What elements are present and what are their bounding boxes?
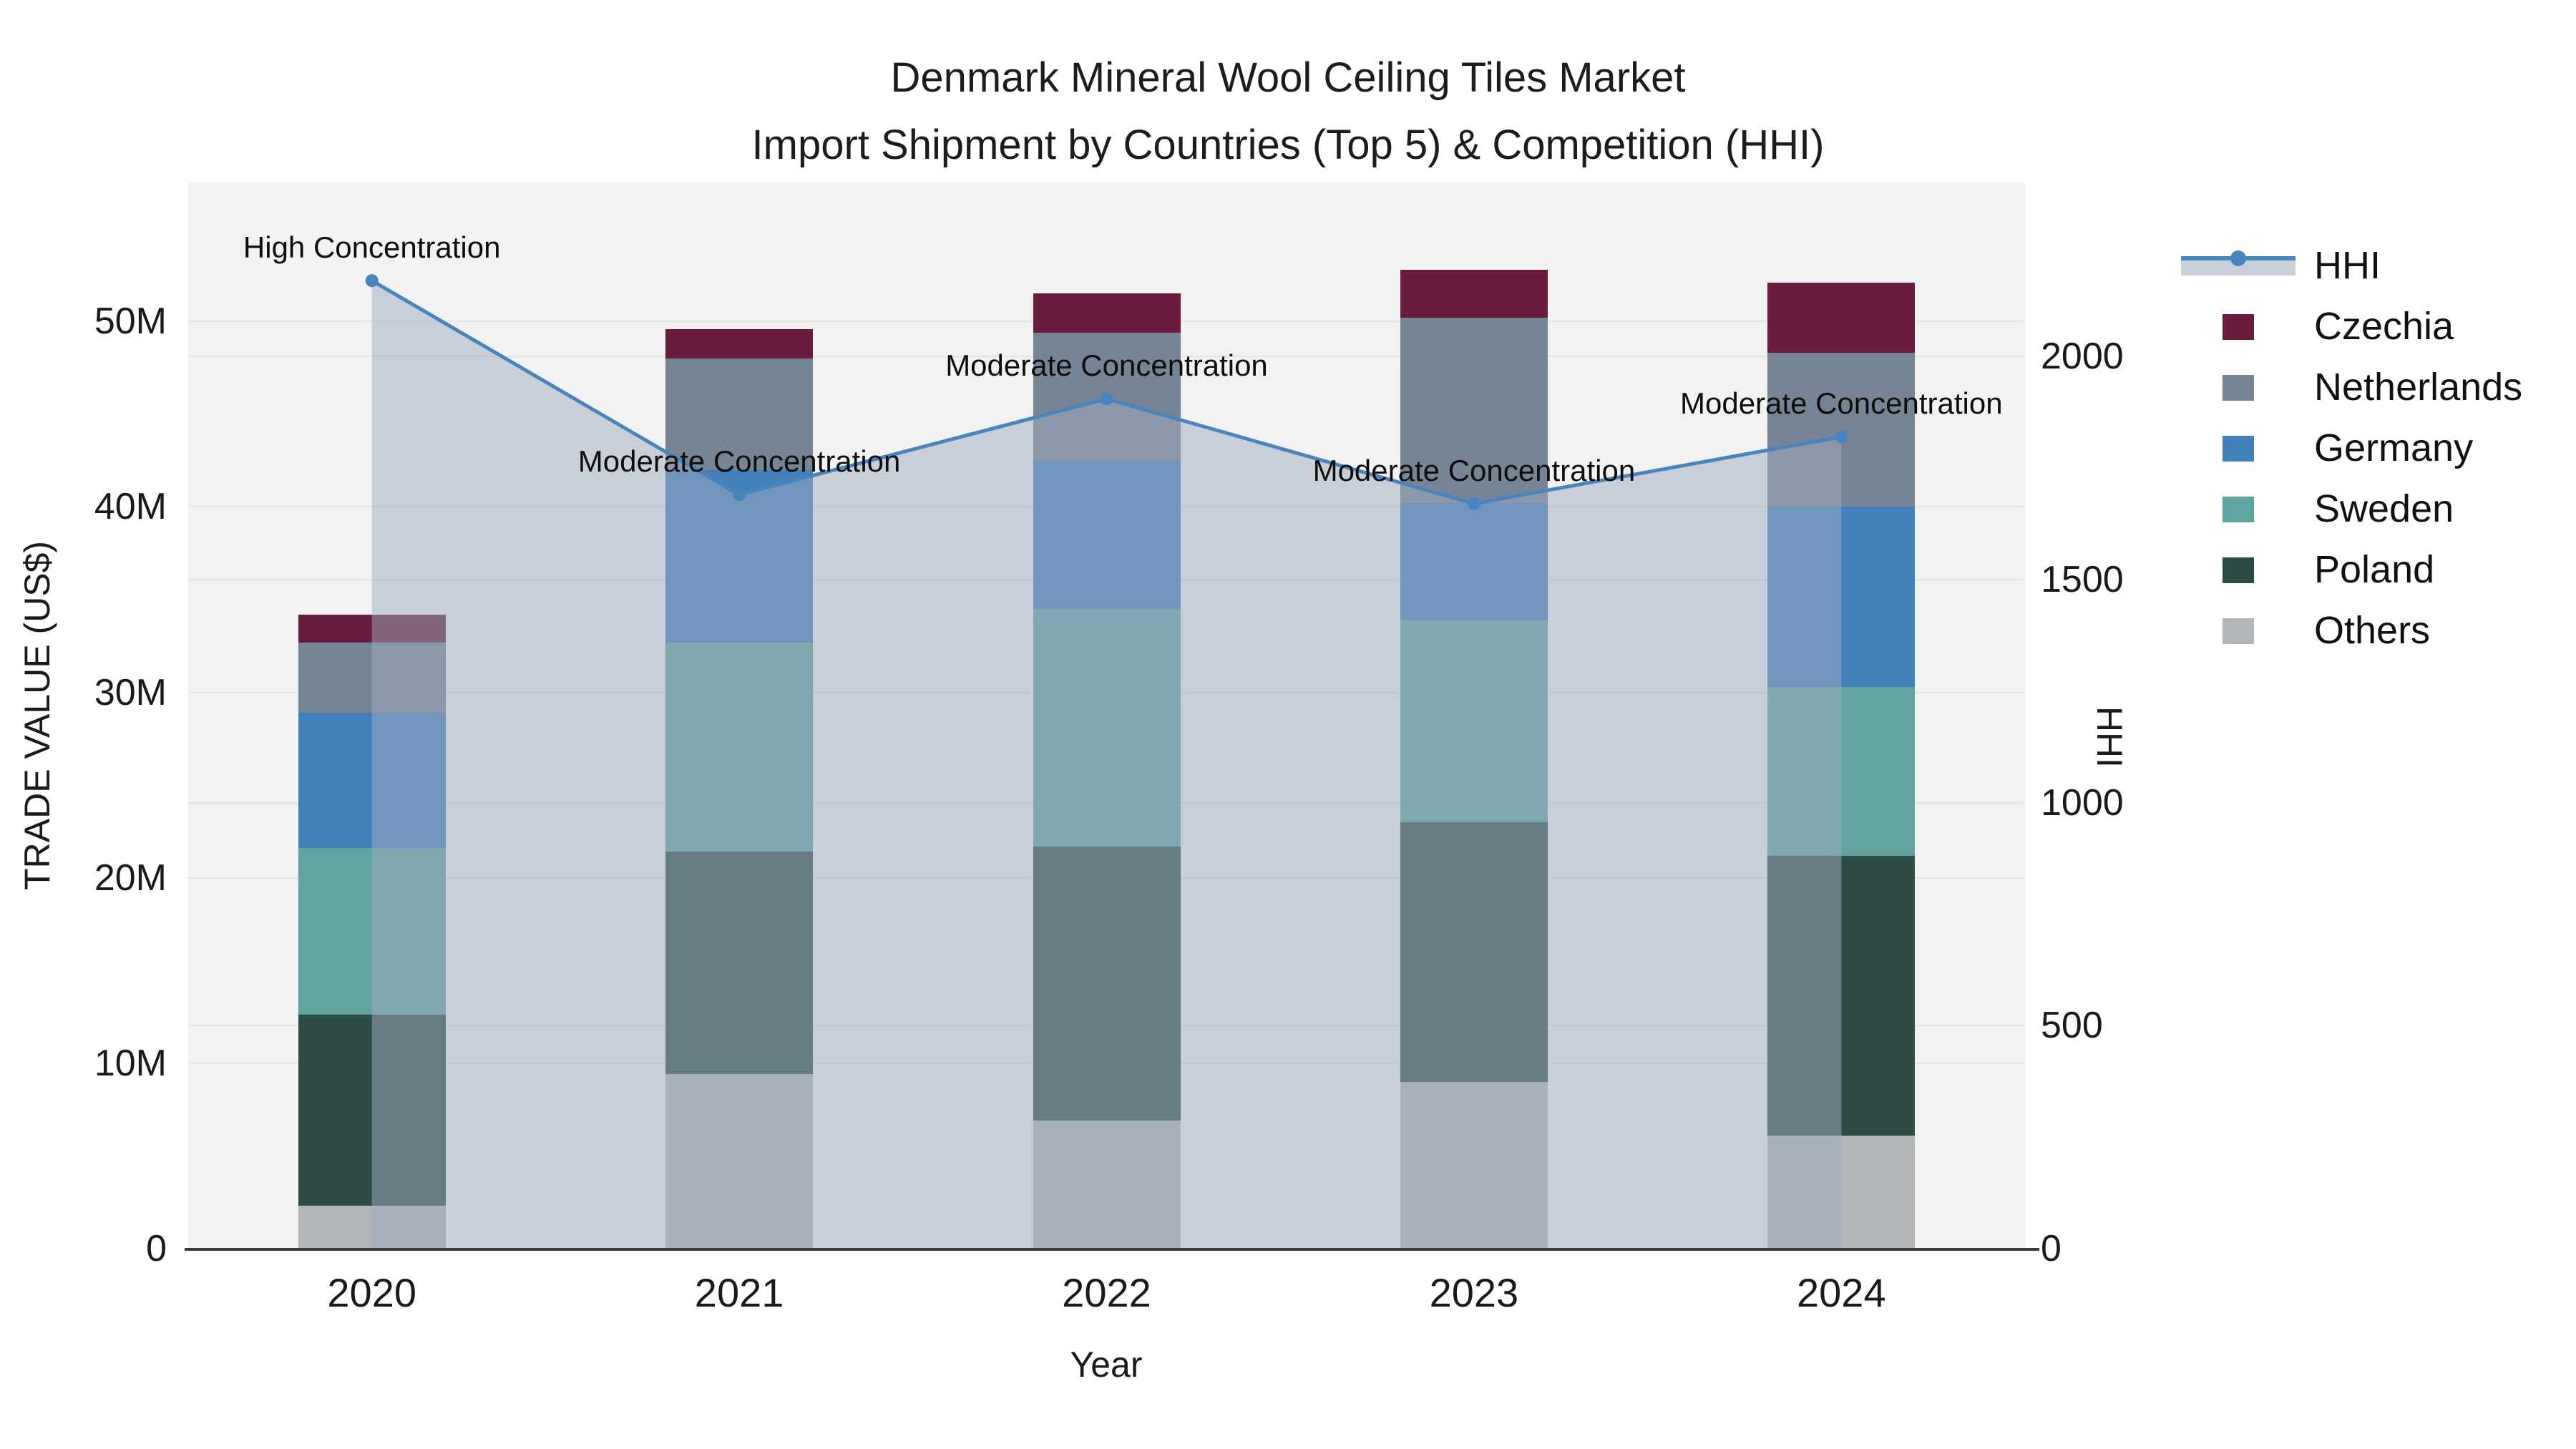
xtick-2021: 2021 — [694, 1270, 784, 1315]
annotation-2023: Moderate Concentration — [1312, 453, 1636, 487]
bar-segment-czechia-2021[interactable] — [665, 328, 814, 359]
legend-swatch-others — [2223, 618, 2254, 644]
legend-item-germany[interactable]: Germany — [2181, 417, 2522, 478]
legend-label-poland: Poland — [2314, 547, 2435, 591]
xtick-2020: 2020 — [327, 1270, 416, 1315]
legend-key-germany — [2181, 426, 2296, 469]
hhi-line-layer[interactable] — [188, 182, 2025, 1249]
ytick-left-50M: 50M — [94, 301, 167, 343]
hhi-marker-2022[interactable] — [1100, 392, 1113, 406]
hhi-marker-2020[interactable] — [365, 274, 379, 288]
legend-swatch-netherlands — [2223, 374, 2254, 401]
legend-item-poland[interactable]: Poland — [2181, 539, 2522, 600]
legend-key-sweden — [2181, 487, 2296, 530]
y-axis-left-title: TRADE VALUE (US$) — [17, 540, 57, 891]
legend-key-czechia — [2181, 305, 2296, 348]
y-axis-right-title: HHI — [2089, 706, 2129, 769]
annotation-2022: Moderate Concentration — [945, 348, 1268, 383]
legend-swatch-czechia — [2223, 313, 2254, 340]
legend-item-sweden[interactable]: Sweden — [2181, 478, 2522, 539]
bar-segment-czechia-2023[interactable] — [1400, 269, 1548, 318]
annotation-2024: Moderate Concentration — [1679, 386, 2003, 421]
xtick-2024: 2024 — [1797, 1270, 1886, 1315]
ytick-left-20M: 20M — [94, 857, 167, 899]
legend-label-czechia: Czechia — [2314, 304, 2454, 348]
legend-key-netherlands — [2181, 366, 2296, 409]
ytick-right-1000: 1000 — [2041, 781, 2124, 824]
legend-item-czechia[interactable]: Czechia — [2181, 296, 2522, 356]
legend-label-hhi: HHI — [2314, 243, 2381, 287]
legend-label-sweden: Sweden — [2314, 487, 2454, 530]
legend-swatch-sweden — [2223, 496, 2254, 522]
chart-title: Denmark Mineral Wool Ceiling Tiles Marke… — [0, 44, 2576, 179]
chart-title-line2: Import Shipment by Countries (Top 5) & C… — [751, 122, 1825, 168]
annotation-2020: High Concentration — [243, 230, 501, 265]
xtick-2022: 2022 — [1062, 1270, 1151, 1315]
hhi-marker-2024[interactable] — [1835, 430, 1848, 444]
chart-title-line1: Denmark Mineral Wool Ceiling Tiles Marke… — [890, 54, 1686, 101]
ytick-right-0: 0 — [2041, 1228, 2062, 1269]
bar-segment-netherlands-2021[interactable] — [665, 358, 814, 470]
bar-segment-czechia-2024[interactable] — [1767, 282, 1916, 353]
ytick-left-10M: 10M — [94, 1042, 167, 1084]
legend-swatch-germany — [2223, 435, 2254, 462]
x-axis-title: Year — [1070, 1345, 1143, 1385]
hhi-legend-sample — [2181, 250, 2296, 275]
ytick-left-0: 0 — [146, 1228, 167, 1269]
ytick-left-40M: 40M — [94, 486, 167, 528]
legend: HHI Czechia Netherlands Germany Sweden Poland… — [2181, 235, 2522, 660]
x-axis-line — [185, 1248, 2039, 1251]
annotation-2021: Moderate Concentration — [577, 444, 901, 479]
hhi-area-fill — [371, 280, 1842, 1249]
ytick-left-30M: 30M — [94, 671, 167, 713]
legend-key-hhi — [2181, 244, 2296, 287]
legend-swatch-poland — [2223, 557, 2254, 583]
xtick-2023: 2023 — [1429, 1270, 1519, 1315]
legend-item-hhi[interactable]: HHI — [2181, 235, 2522, 296]
legend-item-netherlands[interactable]: Netherlands — [2181, 356, 2522, 417]
legend-key-poland — [2181, 548, 2296, 591]
ytick-right-1500: 1500 — [2041, 558, 2124, 600]
hhi-marker-2023[interactable] — [1467, 497, 1480, 510]
hhi-marker-2021[interactable] — [733, 488, 746, 502]
legend-key-others — [2181, 609, 2296, 652]
plot-area: High Concentration Moderate Concentration… — [188, 182, 2025, 1249]
bar-segment-netherlands-2023[interactable] — [1400, 318, 1548, 504]
ytick-right-500: 500 — [2041, 1005, 2103, 1047]
legend-label-germany: Germany — [2314, 426, 2474, 469]
ytick-right-2000: 2000 — [2041, 336, 2124, 378]
bar-segment-czechia-2022[interactable] — [1033, 293, 1181, 333]
legend-label-others: Others — [2314, 608, 2431, 652]
legend-item-others[interactable]: Others — [2181, 600, 2522, 660]
legend-label-netherlands: Netherlands — [2314, 365, 2523, 409]
